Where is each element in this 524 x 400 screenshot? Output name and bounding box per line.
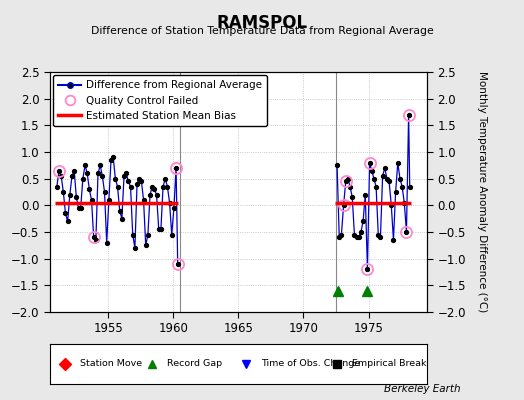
Text: Time of Obs. Change: Time of Obs. Change [261, 360, 360, 368]
Text: Record Gap: Record Gap [167, 360, 222, 368]
Text: RAMSPOL: RAMSPOL [216, 14, 308, 32]
Text: Difference of Station Temperature Data from Regional Average: Difference of Station Temperature Data f… [91, 26, 433, 36]
Text: Station Move: Station Move [80, 360, 142, 368]
Text: Empirical Break: Empirical Break [352, 360, 426, 368]
Legend: Difference from Regional Average, Quality Control Failed, Estimated Station Mean: Difference from Regional Average, Qualit… [53, 75, 267, 126]
Text: Berkeley Earth: Berkeley Earth [385, 384, 461, 394]
Y-axis label: Monthly Temperature Anomaly Difference (°C): Monthly Temperature Anomaly Difference (… [477, 71, 487, 313]
